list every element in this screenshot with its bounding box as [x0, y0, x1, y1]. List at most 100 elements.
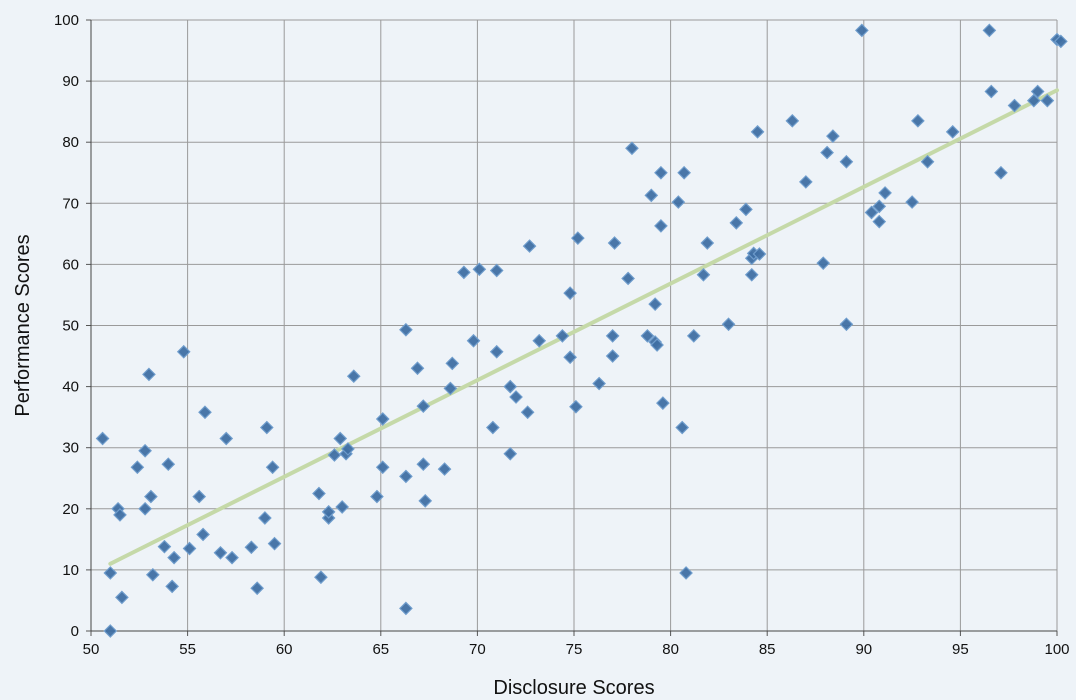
- data-point: [654, 165, 668, 180]
- data-point: [182, 541, 197, 556]
- data-point: [335, 500, 350, 514]
- data-point: [445, 356, 460, 371]
- data-point: [250, 581, 265, 596]
- data-point: [1054, 34, 1068, 49]
- data-point: [994, 165, 1008, 180]
- data-point: [520, 405, 535, 420]
- data-point: [265, 460, 280, 475]
- y-tick-label: 40: [62, 379, 79, 396]
- data-point: [443, 381, 458, 396]
- data-point: [826, 129, 840, 143]
- data-point: [677, 165, 691, 180]
- y-tick-label: 80: [62, 134, 79, 151]
- data-point: [198, 405, 212, 420]
- data-point: [625, 141, 639, 156]
- data-point: [145, 567, 160, 582]
- data-point: [607, 236, 622, 250]
- data-point: [648, 297, 662, 311]
- data-point: [752, 247, 767, 261]
- x-tick-label: 70: [469, 641, 486, 658]
- data-point: [130, 460, 145, 475]
- y-tick-label: 100: [54, 12, 79, 29]
- data-point: [399, 322, 413, 337]
- data-point: [1030, 84, 1045, 99]
- data-point: [244, 540, 259, 555]
- data-point: [312, 486, 326, 501]
- data-point: [982, 23, 997, 38]
- y-axis-title: Performance Scores: [12, 234, 34, 416]
- data-point: [1040, 93, 1055, 108]
- y-tick-label: 30: [62, 440, 79, 457]
- data-point: [219, 431, 234, 446]
- data-point: [855, 23, 869, 38]
- data-point: [1007, 98, 1022, 113]
- data-point: [750, 124, 765, 139]
- data-point: [489, 263, 504, 278]
- data-point: [571, 231, 585, 245]
- data-point: [486, 420, 500, 435]
- data-point: [675, 420, 690, 435]
- data-point: [95, 431, 110, 446]
- data-point: [196, 527, 210, 542]
- data-point: [437, 462, 452, 476]
- data-point: [744, 267, 759, 282]
- data-point: [503, 379, 518, 394]
- y-tick-label: 50: [62, 318, 79, 335]
- trendline-layer: [108, 88, 1059, 566]
- data-points: [95, 23, 1068, 638]
- tick-labels: 50 55 60 65 70 75 80 85 90 95 100 0 10 20 30 40 50 60 70 80…: [54, 12, 1070, 658]
- data-point: [213, 545, 228, 560]
- data-point: [864, 205, 879, 220]
- data-point: [165, 579, 179, 594]
- data-point: [503, 446, 518, 461]
- y-tick-label: 0: [71, 623, 79, 640]
- data-point: [472, 262, 487, 277]
- data-point: [466, 333, 481, 348]
- x-tick-label: 55: [179, 641, 196, 658]
- data-point: [115, 590, 129, 605]
- data-point: [522, 239, 537, 253]
- data-point: [785, 113, 800, 128]
- trendline: [108, 88, 1059, 566]
- data-point: [144, 489, 158, 504]
- data-point: [346, 369, 361, 384]
- data-point: [192, 489, 207, 504]
- data-point: [258, 511, 272, 525]
- data-point: [416, 457, 431, 472]
- data-point: [872, 214, 887, 229]
- data-point: [161, 457, 176, 472]
- data-point: [820, 145, 834, 160]
- data-point: [341, 442, 355, 456]
- x-tick-label: 50: [83, 641, 100, 658]
- y-tick-label: 60: [62, 256, 79, 273]
- data-point: [259, 420, 274, 435]
- data-point: [410, 361, 425, 376]
- data-point: [605, 349, 620, 363]
- y-tick-label: 90: [62, 73, 79, 90]
- data-point: [984, 84, 999, 99]
- y-tick-label: 70: [62, 195, 79, 212]
- data-point: [333, 431, 348, 446]
- data-point: [739, 202, 753, 217]
- data-point: [911, 113, 925, 128]
- data-point: [225, 550, 239, 565]
- data-point: [314, 570, 328, 585]
- data-point: [399, 469, 413, 484]
- data-point: [569, 399, 583, 414]
- x-tick-label: 95: [952, 641, 969, 658]
- data-point: [176, 344, 191, 359]
- data-point: [671, 195, 686, 209]
- data-point: [878, 186, 892, 200]
- data-point: [650, 338, 664, 352]
- x-tick-label: 75: [566, 641, 583, 658]
- data-point: [654, 219, 668, 233]
- data-point: [729, 216, 744, 230]
- data-point: [592, 376, 606, 391]
- data-point: [416, 399, 431, 414]
- data-point: [839, 154, 854, 169]
- grid-lines: [90, 19, 1058, 632]
- axes: [86, 19, 1058, 636]
- data-point: [563, 286, 577, 300]
